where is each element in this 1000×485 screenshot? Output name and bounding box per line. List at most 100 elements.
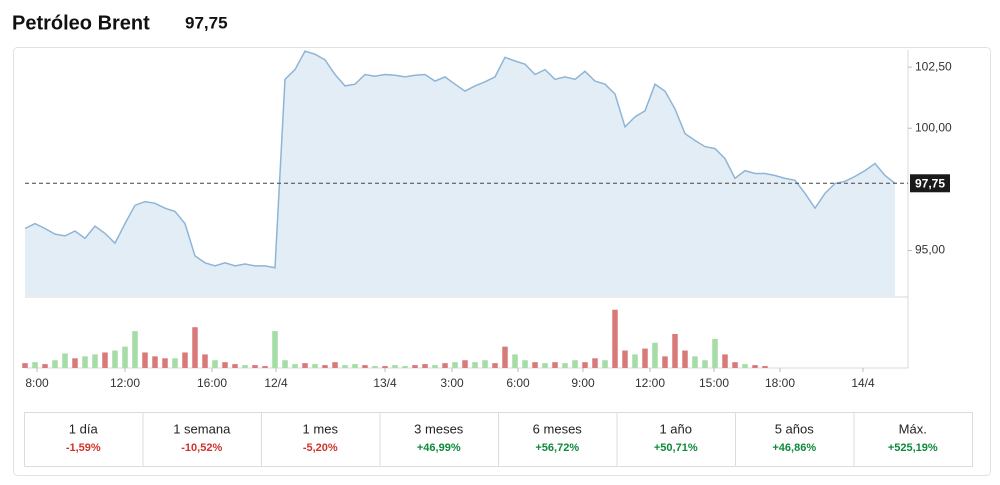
period-label[interactable]: 6 meses [533, 421, 583, 436]
volume-bar [92, 354, 98, 368]
x-tick-label: 8:00 [25, 376, 49, 390]
volume-bar [472, 362, 478, 368]
price-line [24, 50, 896, 269]
volume-bar [762, 366, 768, 368]
volume-bar [252, 365, 258, 368]
volume-bar [502, 346, 508, 368]
instrument-title: Petróleo Brent [12, 12, 150, 34]
volume-bar [242, 365, 248, 368]
x-tick-label: 3:00 [440, 376, 464, 390]
volume-bar [702, 360, 708, 368]
volume-bar [562, 363, 568, 368]
volume-bar [312, 364, 318, 368]
volume-bar [672, 334, 678, 368]
period-label[interactable]: 1 mes [303, 421, 339, 436]
volume-bar [382, 366, 388, 368]
volume-bar [132, 331, 138, 368]
volume-bar [422, 364, 428, 368]
volume-bar [552, 362, 558, 368]
last-price-label: 97,75 [915, 176, 945, 190]
period-label[interactable]: Máx. [899, 421, 927, 436]
x-tick-label: 12:00 [110, 376, 140, 390]
volume-bar [72, 358, 78, 368]
x-tick-label: 9:00 [571, 376, 595, 390]
volume-bar [722, 354, 728, 368]
y-tick-label: 100,00 [915, 120, 952, 134]
volume-bar [662, 356, 668, 368]
volume-bar [642, 348, 648, 368]
volume-bar [362, 365, 368, 368]
volume-bar [632, 354, 638, 368]
chart-frame [13, 47, 991, 476]
volume-bar [652, 342, 658, 368]
volume-bar [582, 362, 588, 368]
volume-bar [282, 360, 288, 368]
volume-bar [682, 350, 688, 368]
volume-bar [542, 363, 548, 368]
volume-bar [742, 364, 748, 368]
volume-bar [752, 365, 758, 368]
volume-bar [442, 363, 448, 368]
volume-bar [262, 366, 268, 368]
volume-bar [512, 354, 518, 368]
volume-bar [322, 365, 328, 368]
x-tick-label: 15:00 [699, 376, 729, 390]
volume-bar [492, 363, 498, 368]
period-change: -5,20% [303, 442, 338, 454]
volume-bar [532, 362, 538, 368]
volume-bar [302, 363, 308, 368]
volume-bar [222, 362, 228, 368]
volume-bar [412, 365, 418, 368]
volume-bar [192, 327, 198, 368]
period-label[interactable]: 1 semana [173, 421, 231, 436]
volume-bar [352, 364, 358, 368]
volume-bar [82, 356, 88, 368]
volume-bar [102, 352, 108, 368]
x-tick-label: 18:00 [765, 376, 795, 390]
volume-bar [152, 356, 158, 368]
period-label[interactable]: 1 año [659, 421, 692, 436]
volume-bar [112, 350, 118, 368]
volume-bar [372, 366, 378, 368]
volume-bar [432, 365, 438, 368]
y-tick-label: 102,50 [915, 59, 952, 73]
x-tick-label: 12:00 [635, 376, 665, 390]
volume-bar [612, 309, 618, 368]
volume-bar [572, 360, 578, 368]
volume-bar [402, 366, 408, 368]
period-label[interactable]: 5 años [775, 421, 815, 436]
volume-bar [462, 360, 468, 368]
volume-bar [602, 360, 608, 368]
volume-bar [42, 364, 48, 368]
period-label[interactable]: 3 meses [414, 421, 464, 436]
volume-bar [622, 350, 628, 368]
period-change: +50,71% [654, 442, 698, 454]
volume-bar [592, 358, 598, 368]
price-area [25, 51, 895, 298]
volume-bar [732, 362, 738, 368]
volume-bar [482, 360, 488, 368]
volume-bar [62, 353, 68, 368]
volume-bar [32, 362, 38, 368]
volume-bar [122, 346, 128, 368]
volume-bar [452, 362, 458, 368]
volume-bar [342, 365, 348, 368]
y-tick-label: 95,00 [915, 243, 945, 257]
volume-bar [182, 352, 188, 368]
period-change: +525,19% [888, 442, 938, 454]
x-tick-label: 6:00 [506, 376, 530, 390]
volume-bar [712, 338, 718, 368]
volume-bar [392, 365, 398, 368]
x-tick-label: 16:00 [197, 376, 227, 390]
volume-bar [202, 354, 208, 368]
volume-bar [692, 356, 698, 368]
period-change: -10,52% [181, 442, 222, 454]
period-change: +46,99% [417, 442, 461, 454]
x-tick-label: 12/4 [264, 376, 288, 390]
period-label[interactable]: 1 día [69, 421, 99, 436]
period-change: +56,72% [535, 442, 579, 454]
last-price-box [910, 174, 950, 193]
volume-bar [172, 358, 178, 368]
volume-bar [522, 360, 528, 368]
